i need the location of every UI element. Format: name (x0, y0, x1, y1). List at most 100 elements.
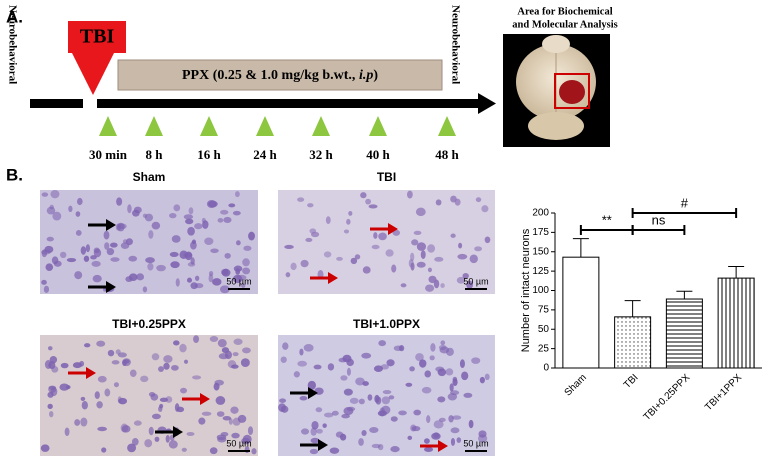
cell (325, 216, 331, 225)
right-label: Neurobehavioral (449, 5, 461, 84)
cell (233, 265, 243, 272)
cell (299, 348, 304, 356)
arrow-head (318, 439, 328, 451)
scale-label: 50 µm (226, 276, 251, 286)
cell (423, 447, 434, 452)
brain (516, 35, 596, 140)
cell (437, 396, 446, 403)
cell (80, 246, 87, 255)
cell (223, 268, 229, 276)
cell (361, 352, 372, 359)
x-tick-label: TBI (622, 372, 641, 391)
cell (52, 211, 62, 221)
cell (190, 282, 198, 290)
cell (468, 419, 474, 429)
bar (665, 298, 703, 369)
cell (96, 401, 103, 409)
cell (75, 211, 81, 217)
brain-caption: and Molecular Analysis (512, 19, 617, 30)
cell (410, 252, 415, 262)
cell (458, 242, 463, 249)
cell (373, 365, 383, 372)
cell (377, 410, 387, 417)
cell (282, 342, 289, 350)
cell (315, 407, 323, 413)
cell (48, 361, 56, 370)
cell (413, 230, 422, 235)
y-tick-label: 50 (538, 324, 550, 335)
cell (427, 244, 436, 253)
cell (242, 258, 250, 267)
cell (346, 218, 351, 225)
cell (349, 397, 359, 404)
cell (173, 204, 181, 212)
cell (81, 401, 88, 410)
image-title: TBI (377, 170, 396, 184)
cell (170, 261, 180, 269)
cell (323, 251, 332, 258)
y-tick-label: 25 (538, 343, 550, 354)
cell (150, 393, 159, 401)
cell (358, 438, 364, 446)
scale-label: 50 µm (226, 438, 251, 448)
cell (241, 283, 246, 288)
cell (49, 410, 54, 418)
cell (220, 209, 229, 215)
cell (475, 197, 482, 203)
time-label: 48 h (435, 147, 459, 162)
cell (225, 350, 232, 360)
cell (433, 432, 440, 439)
cell (154, 436, 160, 442)
cell (456, 276, 466, 284)
cell (299, 395, 308, 401)
left-label: Neurobehavioral (6, 5, 18, 84)
cell (322, 423, 327, 428)
cell (477, 434, 488, 443)
cell (208, 270, 214, 277)
cell (242, 347, 251, 354)
arrow-head (388, 223, 398, 235)
cell (64, 427, 70, 437)
cell (437, 368, 447, 377)
cell (128, 255, 138, 262)
cell (390, 446, 400, 453)
time-marker (312, 116, 330, 136)
cell (416, 242, 426, 251)
cell (362, 381, 369, 387)
cell (398, 410, 407, 416)
cell (415, 353, 424, 362)
treatment-box (117, 59, 443, 91)
cell (50, 189, 60, 199)
arrow-head (173, 426, 183, 438)
cell (438, 417, 446, 423)
cell (122, 358, 131, 367)
cell (350, 257, 358, 265)
cell (213, 382, 220, 391)
cell (223, 216, 232, 224)
cell (365, 198, 372, 205)
cell (309, 228, 317, 234)
cell (461, 371, 469, 381)
cell (40, 444, 50, 452)
error-bar (676, 290, 693, 300)
cell (60, 362, 69, 369)
cell (474, 246, 482, 252)
cell (241, 437, 250, 445)
cell (343, 229, 350, 234)
cell (374, 394, 380, 403)
cell (413, 409, 422, 416)
cell (450, 437, 456, 446)
cell (169, 251, 179, 258)
cell (329, 447, 340, 454)
arrow-head (106, 281, 116, 293)
cell (79, 360, 85, 367)
cell (144, 439, 153, 448)
cell (409, 366, 415, 372)
cell (398, 345, 405, 352)
cell (309, 448, 319, 455)
cell (142, 286, 148, 293)
cell (297, 197, 305, 202)
time-marker (200, 116, 218, 136)
cell (440, 340, 446, 346)
cell (235, 240, 241, 246)
